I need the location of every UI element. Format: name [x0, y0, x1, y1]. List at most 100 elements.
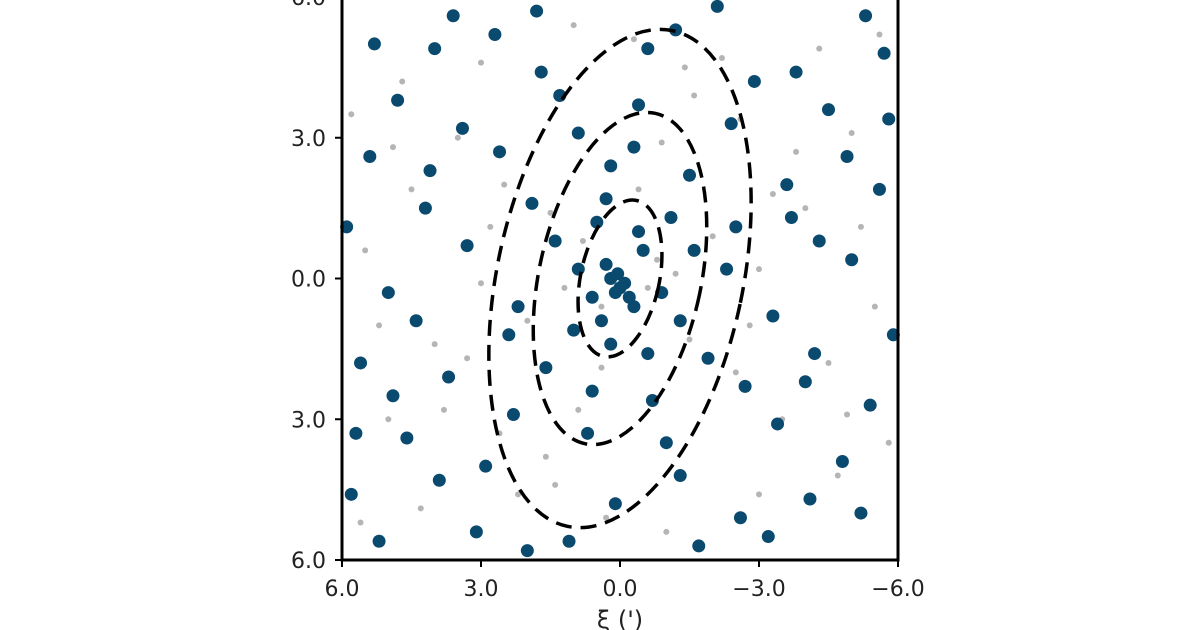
member-point [446, 9, 460, 23]
member-point [585, 384, 599, 398]
background-point [691, 92, 698, 99]
member-point [784, 211, 798, 225]
x-tick-label: −6.0 [871, 577, 924, 602]
member-point [761, 530, 775, 544]
background-point [658, 139, 665, 146]
background-point [542, 453, 549, 460]
member-point [344, 487, 358, 501]
background-point [718, 54, 725, 61]
member-point [733, 511, 747, 525]
member-point [673, 314, 687, 328]
member-point [812, 234, 826, 248]
member-point [808, 347, 822, 361]
member-point [632, 98, 646, 112]
background-point [756, 266, 762, 273]
contour-ellipse [487, 27, 753, 530]
background-point [431, 341, 438, 348]
member-point [520, 544, 534, 558]
member-point [710, 0, 724, 13]
background-point [769, 191, 776, 198]
background-point [385, 416, 392, 423]
member-point [502, 328, 516, 342]
member-point [455, 121, 469, 135]
member-point [659, 436, 673, 450]
background-point [825, 359, 832, 366]
background-point [756, 491, 762, 498]
x-tick-label: 6.0 [325, 577, 360, 602]
background-point [362, 247, 369, 254]
member-point [863, 398, 877, 412]
member-point [683, 168, 696, 182]
background-point [357, 519, 364, 526]
member-point [511, 300, 525, 314]
member-point [428, 42, 442, 56]
member-point [608, 497, 622, 511]
member-point [701, 351, 715, 365]
member-point [460, 239, 474, 253]
member-point [604, 159, 618, 173]
member-point [608, 286, 622, 300]
background-point [732, 369, 739, 376]
background-point [848, 130, 855, 137]
member-point [534, 65, 548, 79]
member-point [599, 192, 613, 206]
member-point [789, 65, 803, 79]
member-point [859, 9, 873, 23]
background-point [663, 528, 670, 535]
member-point [604, 272, 618, 285]
background-point [575, 406, 582, 413]
member-point [354, 356, 368, 370]
member-point [349, 426, 363, 440]
member-point [664, 211, 678, 225]
member-point [766, 309, 780, 323]
member-point [567, 323, 581, 337]
member-point [724, 117, 738, 131]
background-point [598, 303, 605, 310]
background-point [876, 31, 883, 38]
member-point [479, 459, 493, 473]
member-point [747, 74, 761, 88]
x-tick-label: −3.0 [732, 577, 785, 602]
background-point [793, 148, 800, 155]
member-point [488, 28, 502, 42]
background-point [644, 284, 651, 291]
member-point [632, 225, 646, 239]
member-point [803, 492, 817, 506]
member-point [525, 196, 539, 210]
member-point [590, 215, 604, 229]
member-point [418, 201, 432, 215]
contour-ellipse [531, 110, 709, 447]
background-point [408, 186, 415, 193]
member-point [780, 178, 794, 192]
member-point [409, 314, 423, 328]
member-point [400, 431, 414, 445]
member-point [877, 46, 891, 60]
member-point [493, 145, 507, 159]
member-point [571, 262, 585, 276]
background-point [709, 233, 716, 240]
member-point [372, 534, 386, 548]
background-point [802, 205, 809, 212]
member-point [571, 126, 585, 140]
member-point [641, 347, 655, 361]
member-point [442, 370, 456, 384]
background-point [399, 78, 406, 85]
y-tick-label: 6.0 [291, 549, 326, 574]
y-tick-label: 3.0 [291, 127, 326, 152]
background-point [844, 411, 851, 418]
background-point [376, 322, 383, 329]
member-point [627, 140, 641, 154]
member-point [581, 426, 595, 440]
background-point [515, 491, 522, 498]
member-point [539, 361, 553, 375]
member-point [363, 150, 377, 164]
member-point [845, 253, 859, 267]
member-point [548, 234, 562, 248]
y-tick-label: 0.0 [291, 268, 326, 293]
background-point [478, 59, 484, 66]
background-point [603, 514, 610, 521]
member-point [882, 112, 896, 126]
background-point [885, 439, 892, 446]
member-point [822, 103, 835, 117]
